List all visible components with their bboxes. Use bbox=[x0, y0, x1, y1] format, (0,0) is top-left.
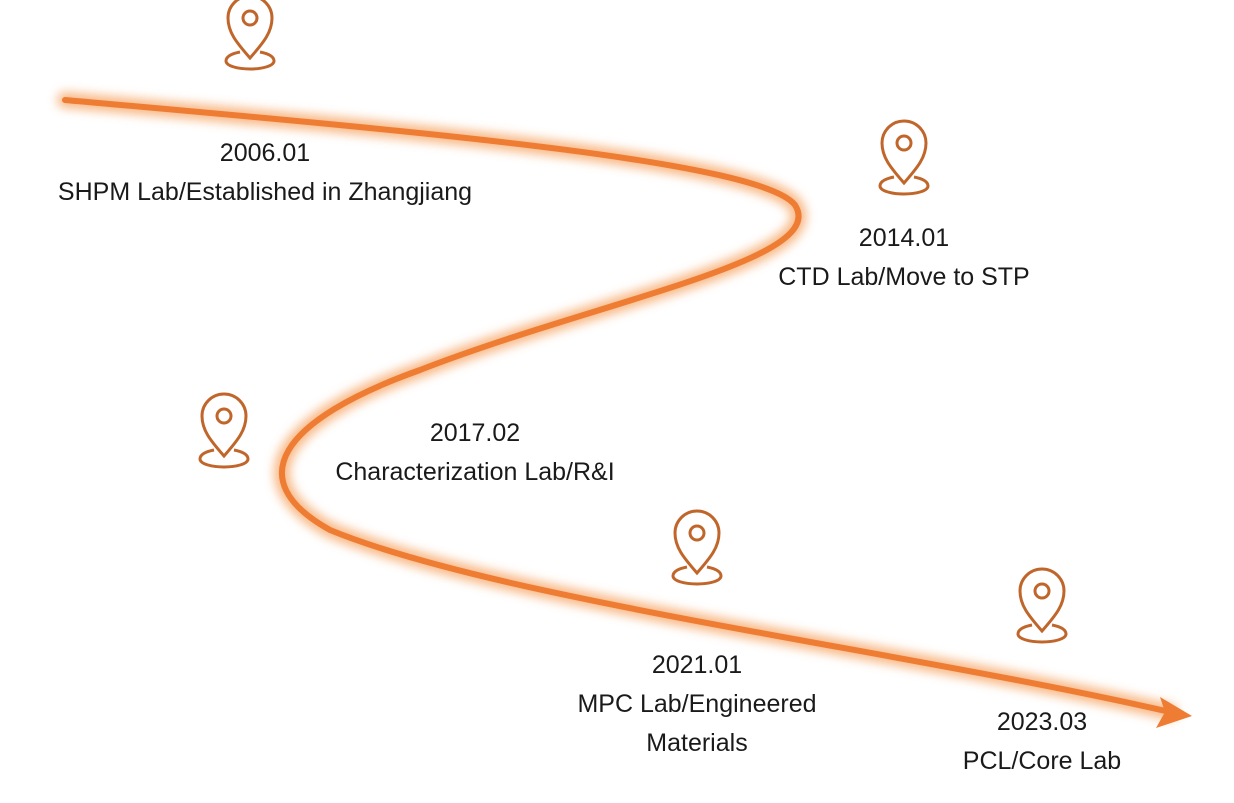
location-pin bbox=[198, 392, 250, 469]
milestone: 2017.02 Characterization Lab/R&I bbox=[335, 414, 614, 492]
milestone-date: 2006.01 bbox=[219, 139, 311, 167]
milestone-label: SHPM Lab/Established in Zhangjiang bbox=[57, 178, 473, 206]
milestone-date: 2014.01 bbox=[858, 224, 950, 252]
location-pin bbox=[878, 119, 930, 196]
milestone-date: 2023.03 bbox=[996, 708, 1088, 736]
location-pin bbox=[224, 0, 276, 71]
milestone: 2023.03 PCL/Core Lab bbox=[963, 703, 1121, 781]
location-pin bbox=[1016, 567, 1068, 644]
milestone-date: 2017.02 bbox=[429, 419, 521, 447]
milestone: 2021.01 MPC Lab/Engineered Materials bbox=[552, 646, 842, 763]
milestone-label: MPC Lab/Engineered Materials bbox=[577, 690, 817, 757]
location-pin bbox=[671, 509, 723, 586]
milestone: 2014.01 CTD Lab/Move to STP bbox=[778, 219, 1029, 297]
milestone-label: Characterization Lab/R&I bbox=[335, 458, 615, 486]
milestone: 2006.01 SHPM Lab/Established in Zhangjia… bbox=[58, 134, 472, 212]
timeline-path bbox=[57, 92, 1192, 728]
milestone-label: PCL/Core Lab bbox=[962, 747, 1122, 775]
milestone-date: 2021.01 bbox=[651, 651, 743, 679]
milestone-label: CTD Lab/Move to STP bbox=[778, 263, 1030, 291]
